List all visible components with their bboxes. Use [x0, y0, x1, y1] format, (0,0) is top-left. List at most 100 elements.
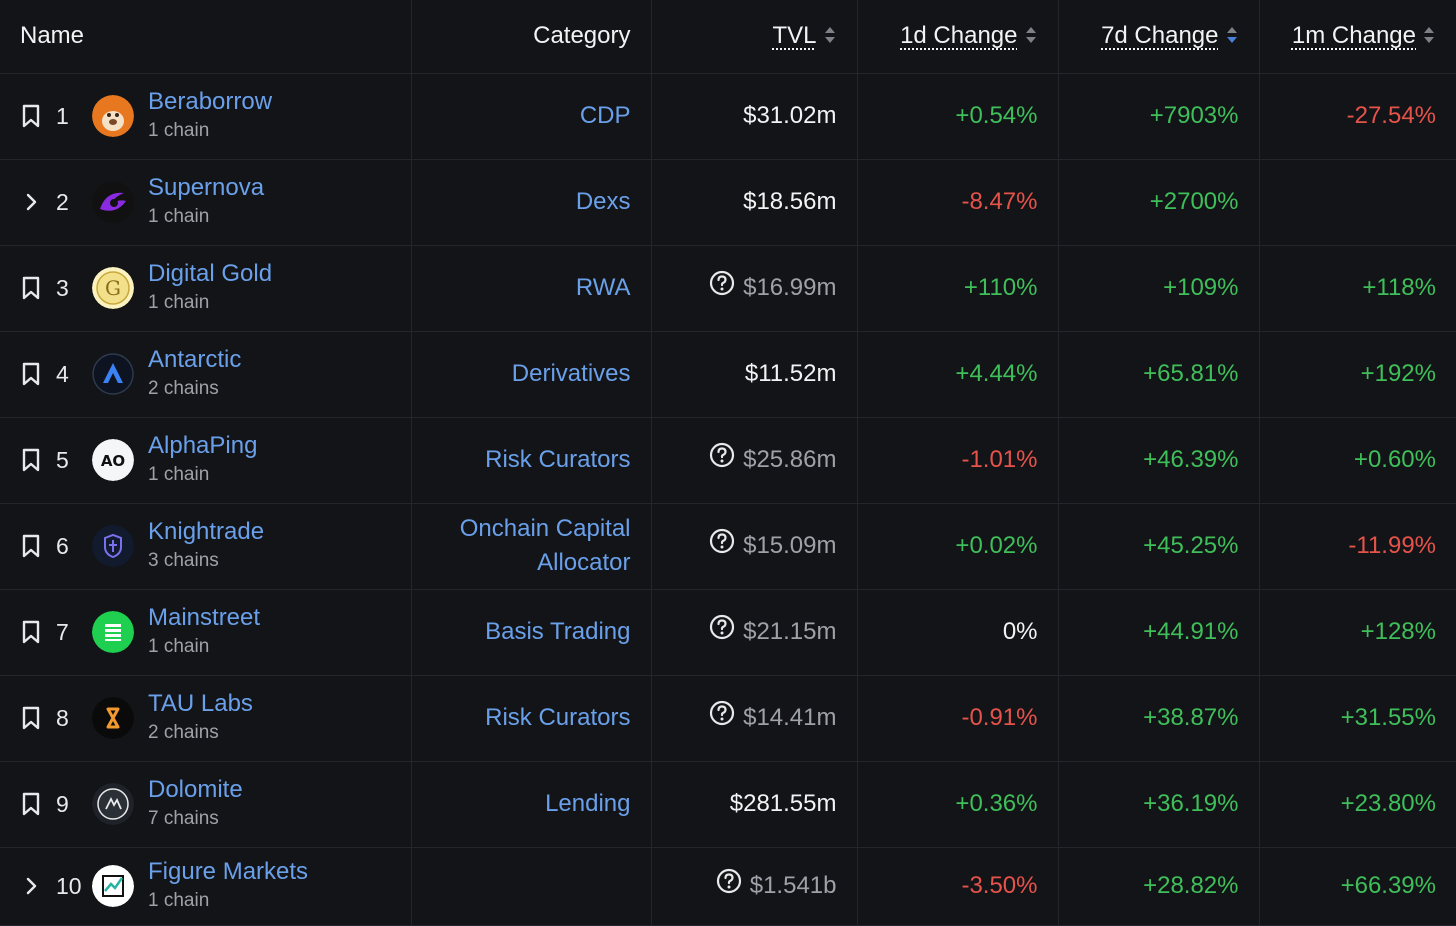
column-header-category: Category	[411, 0, 652, 74]
sort-arrows-icon[interactable]	[823, 25, 837, 45]
bookmark-icon[interactable]	[20, 706, 42, 730]
column-header-7d-change[interactable]: 7d Change	[1058, 0, 1260, 74]
shield-logo	[92, 525, 134, 567]
change-7d-cell: +45.25%	[1058, 503, 1260, 590]
change-1d-cell: -0.91%	[857, 675, 1059, 762]
table-row[interactable]: 9 Dolomite 7 chains Lending $281.55m +0.…	[0, 761, 1456, 848]
sort-descending-icon[interactable]	[1225, 25, 1239, 45]
tvl-value: $281.55m	[729, 790, 837, 817]
category-cell: Lending	[411, 761, 652, 848]
bookmark-icon[interactable]	[20, 362, 42, 386]
table-row[interactable]: 1 Beraborrow 1 chain CDP $31.02m +0.54% …	[0, 73, 1456, 160]
column-header-tvl[interactable]: TVL	[651, 0, 858, 74]
tvl-value: $18.56m	[743, 188, 837, 215]
name-cell: 9 Dolomite 7 chains	[0, 761, 412, 848]
change-1m-cell: +118%	[1259, 245, 1456, 332]
change-7d-cell: +28.82%	[1058, 847, 1260, 926]
protocol-name-link[interactable]: AlphaPing	[148, 432, 258, 459]
category-link[interactable]: Allocator	[537, 549, 631, 576]
rank-number: 1	[56, 102, 69, 129]
question-circle-icon[interactable]	[709, 528, 735, 561]
tvl-value: $15.09m	[743, 531, 837, 559]
sort-arrows-icon[interactable]	[1024, 25, 1038, 45]
sort-1d-label[interactable]: 1d Change	[900, 22, 1018, 50]
question-circle-icon[interactable]	[716, 868, 742, 901]
category-link[interactable]: Risk Curators	[485, 446, 631, 473]
chain-count: 1 chain	[148, 636, 210, 657]
table-header-row: Name Category TVL 1d Change 7d Change 1m…	[0, 0, 1456, 74]
sort-7d-label[interactable]: 7d Change	[1101, 22, 1219, 50]
alphaping-logo: AO	[92, 439, 134, 481]
rank-number: 4	[56, 360, 69, 387]
table-row[interactable]: 5 AO AlphaPing 1 chain Risk Curators $25…	[0, 417, 1456, 504]
question-circle-icon[interactable]	[709, 442, 735, 475]
category-link[interactable]: Basis Trading	[485, 618, 631, 645]
tvl-cell: $25.86m	[651, 417, 858, 504]
question-circle-icon[interactable]	[709, 270, 735, 303]
dolomite-logo	[92, 783, 134, 825]
bookmark-icon[interactable]	[20, 104, 42, 128]
change-1d-cell: +0.54%	[857, 73, 1059, 160]
bookmark-icon[interactable]	[20, 534, 42, 558]
table-row[interactable]: 3 G Digital Gold 1 chain RWA $16.99m +11…	[0, 245, 1456, 332]
table-row[interactable]: 6 Knightrade 3 chains Onchain Capital All…	[0, 503, 1456, 590]
bookmark-icon[interactable]	[20, 620, 42, 644]
figure-logo	[92, 865, 134, 907]
category-cell: Risk Curators	[411, 675, 652, 762]
tvl-cell: $21.15m	[651, 589, 858, 676]
protocol-name-link[interactable]: Knightrade	[148, 518, 265, 545]
sort-tvl-label[interactable]: TVL	[772, 22, 817, 50]
protocol-name-link[interactable]: Figure Markets	[148, 858, 309, 885]
column-name-label: Name	[20, 22, 85, 50]
category-link[interactable]: Onchain Capital	[459, 515, 631, 542]
mainstreet-logo	[92, 611, 134, 653]
protocol-name-link[interactable]: Digital Gold	[148, 260, 273, 287]
protocol-name-link[interactable]: Antarctic	[148, 346, 242, 373]
chain-count: 2 chains	[148, 378, 219, 399]
tvl-cell: $14.41m	[651, 675, 858, 762]
bookmark-icon[interactable]	[20, 792, 42, 816]
change-1m-cell: -27.54%	[1259, 73, 1456, 160]
svg-text:G: G	[105, 276, 121, 300]
chain-count: 1 chain	[148, 292, 210, 313]
category-link[interactable]: Derivatives	[511, 360, 631, 387]
name-cell: 1 Beraborrow 1 chain	[0, 73, 412, 160]
chevron-right-icon[interactable]	[20, 192, 42, 212]
protocol-name-link[interactable]: TAU Labs	[148, 690, 253, 717]
sort-1m-label[interactable]: 1m Change	[1291, 22, 1416, 50]
rank-number: 2	[56, 188, 69, 215]
rank-number: 5	[56, 446, 69, 473]
protocol-name-link[interactable]: Mainstreet	[148, 604, 261, 631]
change-7d-cell: +65.81%	[1058, 331, 1260, 418]
chain-count: 1 chain	[148, 464, 210, 485]
category-link[interactable]: Dexs	[575, 188, 631, 215]
tvl-cell: $31.02m	[651, 73, 858, 160]
category-link[interactable]: RWA	[575, 274, 631, 301]
column-header-1m-change[interactable]: 1m Change	[1259, 0, 1456, 74]
question-circle-icon[interactable]	[709, 700, 735, 733]
protocol-name-link[interactable]: Beraborrow	[148, 88, 273, 115]
rank-number: 3	[56, 274, 69, 301]
change-1d-cell: +110%	[857, 245, 1059, 332]
bookmark-icon[interactable]	[20, 276, 42, 300]
category-cell: Onchain Capital Allocator	[411, 503, 652, 590]
column-header-1d-change[interactable]: 1d Change	[857, 0, 1059, 74]
sort-arrows-icon[interactable]	[1422, 25, 1436, 45]
table-row[interactable]: 4 Antarctic 2 chains Derivatives $11.52m…	[0, 331, 1456, 418]
category-link[interactable]: Lending	[545, 790, 631, 817]
protocol-name-link[interactable]: Dolomite	[148, 776, 243, 803]
question-circle-icon[interactable]	[709, 614, 735, 647]
chain-count: 1 chain	[148, 890, 210, 911]
table-row[interactable]: 2 Supernova 1 chain Dexs $18.56m -8.47% …	[0, 159, 1456, 246]
bookmark-icon[interactable]	[20, 448, 42, 472]
table-row[interactable]: 10 Figure Markets 1 chain $1.541b -3.50%…	[0, 847, 1456, 926]
category-cell	[411, 847, 652, 926]
table-row[interactable]: 8 TAU Labs 2 chains Risk Curators $14.41…	[0, 675, 1456, 762]
chevron-right-icon[interactable]	[20, 876, 42, 896]
table-row[interactable]: 7 Mainstreet 1 chain Basis Trading $21.1…	[0, 589, 1456, 676]
protocol-name-link[interactable]: Supernova	[148, 174, 265, 201]
category-link[interactable]: Risk Curators	[485, 704, 631, 731]
category-link[interactable]: CDP	[579, 102, 631, 129]
category-cell: Risk Curators	[411, 417, 652, 504]
change-7d-cell: +109%	[1058, 245, 1260, 332]
